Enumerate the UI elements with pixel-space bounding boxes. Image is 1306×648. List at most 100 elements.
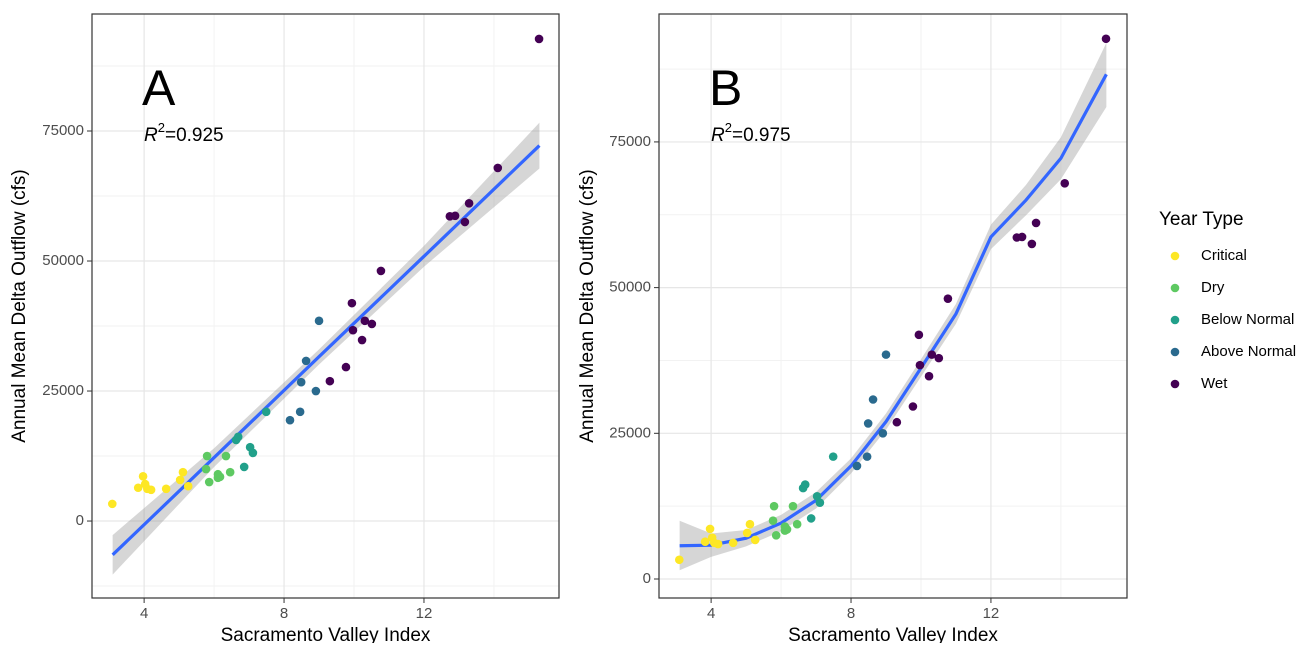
data-point bbox=[1060, 178, 1070, 188]
data-point bbox=[914, 330, 924, 340]
data-point bbox=[341, 362, 351, 372]
r-text: =0.975 bbox=[732, 125, 791, 146]
data-point bbox=[852, 461, 862, 471]
data-point bbox=[828, 452, 838, 461]
r-exponent: 2 bbox=[725, 120, 732, 135]
legend-title: Year Type bbox=[1159, 209, 1244, 230]
data-point bbox=[742, 528, 752, 538]
r-text: =0.925 bbox=[165, 125, 224, 146]
legend-label: Dry bbox=[1201, 279, 1225, 296]
data-point bbox=[927, 350, 937, 359]
y-tick-label: 75000 bbox=[42, 122, 84, 139]
data-point bbox=[815, 498, 825, 507]
legend-swatch bbox=[1170, 347, 1180, 357]
x-tick-label: 8 bbox=[280, 605, 288, 622]
data-point bbox=[1017, 232, 1027, 242]
data-point bbox=[183, 481, 193, 491]
data-point bbox=[792, 519, 802, 529]
y-tick-label: 25000 bbox=[609, 424, 651, 441]
x-tick-label: 12 bbox=[416, 605, 433, 622]
data-point bbox=[296, 377, 306, 387]
data-point bbox=[175, 475, 185, 485]
fit-line bbox=[679, 73, 1108, 548]
data-point bbox=[534, 34, 544, 44]
x-tick-label: 8 bbox=[847, 605, 855, 622]
data-point bbox=[862, 452, 872, 461]
data-point bbox=[728, 538, 738, 548]
legend-swatch bbox=[1170, 251, 1180, 261]
data-point bbox=[233, 432, 243, 442]
data-point bbox=[782, 525, 792, 534]
x-tick-label: 4 bbox=[140, 605, 148, 622]
x-axis-title: Sacramento Valley Index bbox=[788, 625, 998, 643]
data-point bbox=[700, 537, 710, 547]
data-point bbox=[201, 464, 211, 474]
plot-border bbox=[91, 13, 560, 599]
data-point bbox=[863, 419, 873, 428]
data-point bbox=[806, 514, 816, 523]
x-tick-label: 4 bbox=[707, 605, 715, 622]
data-point bbox=[325, 376, 335, 386]
data-point bbox=[295, 407, 305, 417]
data-point bbox=[934, 353, 944, 363]
y-tick-label: 0 bbox=[76, 512, 84, 529]
legend-label: Critical bbox=[1201, 247, 1247, 264]
legend-label: Above Normal bbox=[1201, 343, 1296, 360]
data-point bbox=[878, 429, 888, 438]
y-axis-title: Annual Mean Delta Outflow (cfs) bbox=[577, 169, 598, 443]
y-axis-title: Annual Mean Delta Outflow (cfs) bbox=[9, 169, 30, 443]
data-point bbox=[924, 371, 934, 381]
data-point bbox=[450, 211, 460, 221]
data-point bbox=[357, 335, 367, 345]
data-point bbox=[705, 524, 715, 534]
plot-border bbox=[658, 13, 1128, 599]
legend-label: Wet bbox=[1201, 375, 1228, 392]
data-point bbox=[493, 163, 503, 173]
y-tick-label: 0 bbox=[643, 570, 651, 587]
data-point bbox=[908, 402, 918, 411]
data-point bbox=[138, 472, 148, 481]
y-tick-label: 50000 bbox=[42, 252, 84, 269]
r-symbol: R bbox=[711, 125, 725, 146]
data-point bbox=[460, 217, 470, 227]
data-point bbox=[892, 417, 902, 427]
data-point bbox=[107, 499, 117, 509]
data-point bbox=[215, 472, 225, 482]
y-tick-label: 25000 bbox=[42, 382, 84, 399]
data-point bbox=[881, 350, 891, 359]
confidence-band bbox=[679, 42, 1107, 571]
r-symbol: R bbox=[144, 125, 158, 146]
data-point bbox=[745, 519, 755, 529]
data-point bbox=[800, 480, 810, 489]
data-point bbox=[133, 483, 143, 493]
data-point bbox=[1027, 239, 1037, 249]
data-point bbox=[812, 491, 822, 501]
r-exponent: 2 bbox=[158, 120, 165, 135]
data-point bbox=[1101, 34, 1111, 44]
data-point bbox=[178, 467, 188, 477]
data-point bbox=[239, 462, 249, 472]
fit-line bbox=[111, 144, 541, 556]
data-point bbox=[674, 555, 684, 565]
legend-swatch bbox=[1170, 315, 1180, 325]
data-point bbox=[311, 386, 321, 396]
panel-label: B bbox=[709, 60, 742, 116]
data-point bbox=[314, 316, 324, 326]
data-point bbox=[348, 325, 358, 335]
data-point bbox=[202, 451, 212, 461]
x-axis-title: Sacramento Valley Index bbox=[221, 625, 431, 643]
data-point bbox=[367, 319, 377, 329]
data-point bbox=[248, 448, 258, 458]
data-point bbox=[771, 530, 781, 540]
legend-swatch bbox=[1170, 283, 1180, 293]
data-point bbox=[221, 451, 231, 461]
legend-swatch bbox=[1170, 379, 1180, 389]
data-point bbox=[225, 467, 235, 477]
data-point bbox=[204, 477, 214, 487]
data-point bbox=[769, 501, 779, 511]
data-point bbox=[347, 298, 357, 308]
data-point bbox=[161, 484, 171, 494]
data-point bbox=[301, 356, 311, 366]
data-point bbox=[1031, 218, 1041, 228]
